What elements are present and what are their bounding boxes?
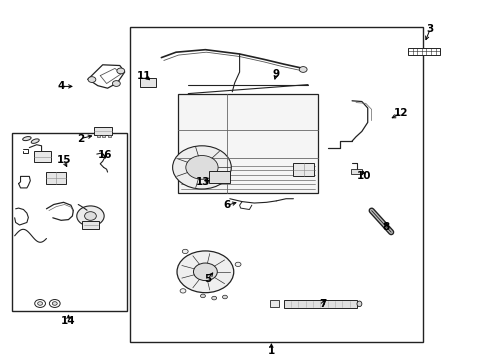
- Text: 7: 7: [318, 299, 326, 309]
- Text: 6: 6: [224, 200, 230, 210]
- Circle shape: [200, 294, 205, 298]
- Bar: [208, 171, 230, 183]
- Text: 3: 3: [426, 24, 433, 34]
- Bar: [129, 27, 422, 342]
- Text: 1: 1: [267, 346, 274, 356]
- Bar: [107, 135, 110, 137]
- Circle shape: [117, 68, 124, 74]
- Text: 9: 9: [272, 69, 279, 79]
- Circle shape: [52, 302, 57, 305]
- Text: 2: 2: [77, 134, 84, 144]
- Ellipse shape: [31, 139, 39, 143]
- Text: 14: 14: [61, 316, 76, 326]
- Bar: [283, 300, 356, 308]
- Bar: [94, 127, 112, 135]
- Bar: [34, 151, 51, 162]
- Bar: [46, 172, 66, 184]
- Bar: [178, 94, 317, 193]
- Circle shape: [193, 263, 217, 280]
- Bar: [12, 133, 127, 311]
- Text: 5: 5: [204, 274, 211, 284]
- Bar: [350, 169, 361, 174]
- Circle shape: [177, 251, 233, 293]
- Ellipse shape: [356, 301, 361, 307]
- Bar: [140, 78, 156, 87]
- Circle shape: [84, 212, 96, 220]
- Text: 13: 13: [195, 177, 210, 187]
- Circle shape: [180, 289, 185, 293]
- Text: 15: 15: [56, 155, 71, 165]
- Bar: [97, 135, 100, 137]
- Circle shape: [38, 302, 42, 305]
- Circle shape: [235, 262, 241, 266]
- Text: 8: 8: [382, 222, 389, 232]
- Circle shape: [49, 300, 60, 307]
- Bar: [293, 163, 313, 176]
- Bar: [407, 48, 439, 55]
- Circle shape: [182, 249, 188, 253]
- Circle shape: [77, 206, 104, 226]
- Text: 16: 16: [98, 150, 112, 160]
- Text: 11: 11: [137, 71, 151, 81]
- Circle shape: [172, 146, 231, 189]
- Bar: [102, 135, 105, 137]
- Circle shape: [299, 67, 306, 72]
- Circle shape: [88, 77, 96, 82]
- Circle shape: [35, 300, 45, 307]
- Ellipse shape: [22, 136, 31, 141]
- Circle shape: [222, 295, 227, 299]
- Circle shape: [185, 156, 218, 179]
- Circle shape: [211, 296, 216, 300]
- Bar: [269, 300, 278, 307]
- Text: 4: 4: [57, 81, 65, 91]
- Bar: [82, 221, 99, 229]
- Circle shape: [112, 81, 120, 86]
- Text: 10: 10: [356, 171, 371, 181]
- Text: 12: 12: [393, 108, 407, 118]
